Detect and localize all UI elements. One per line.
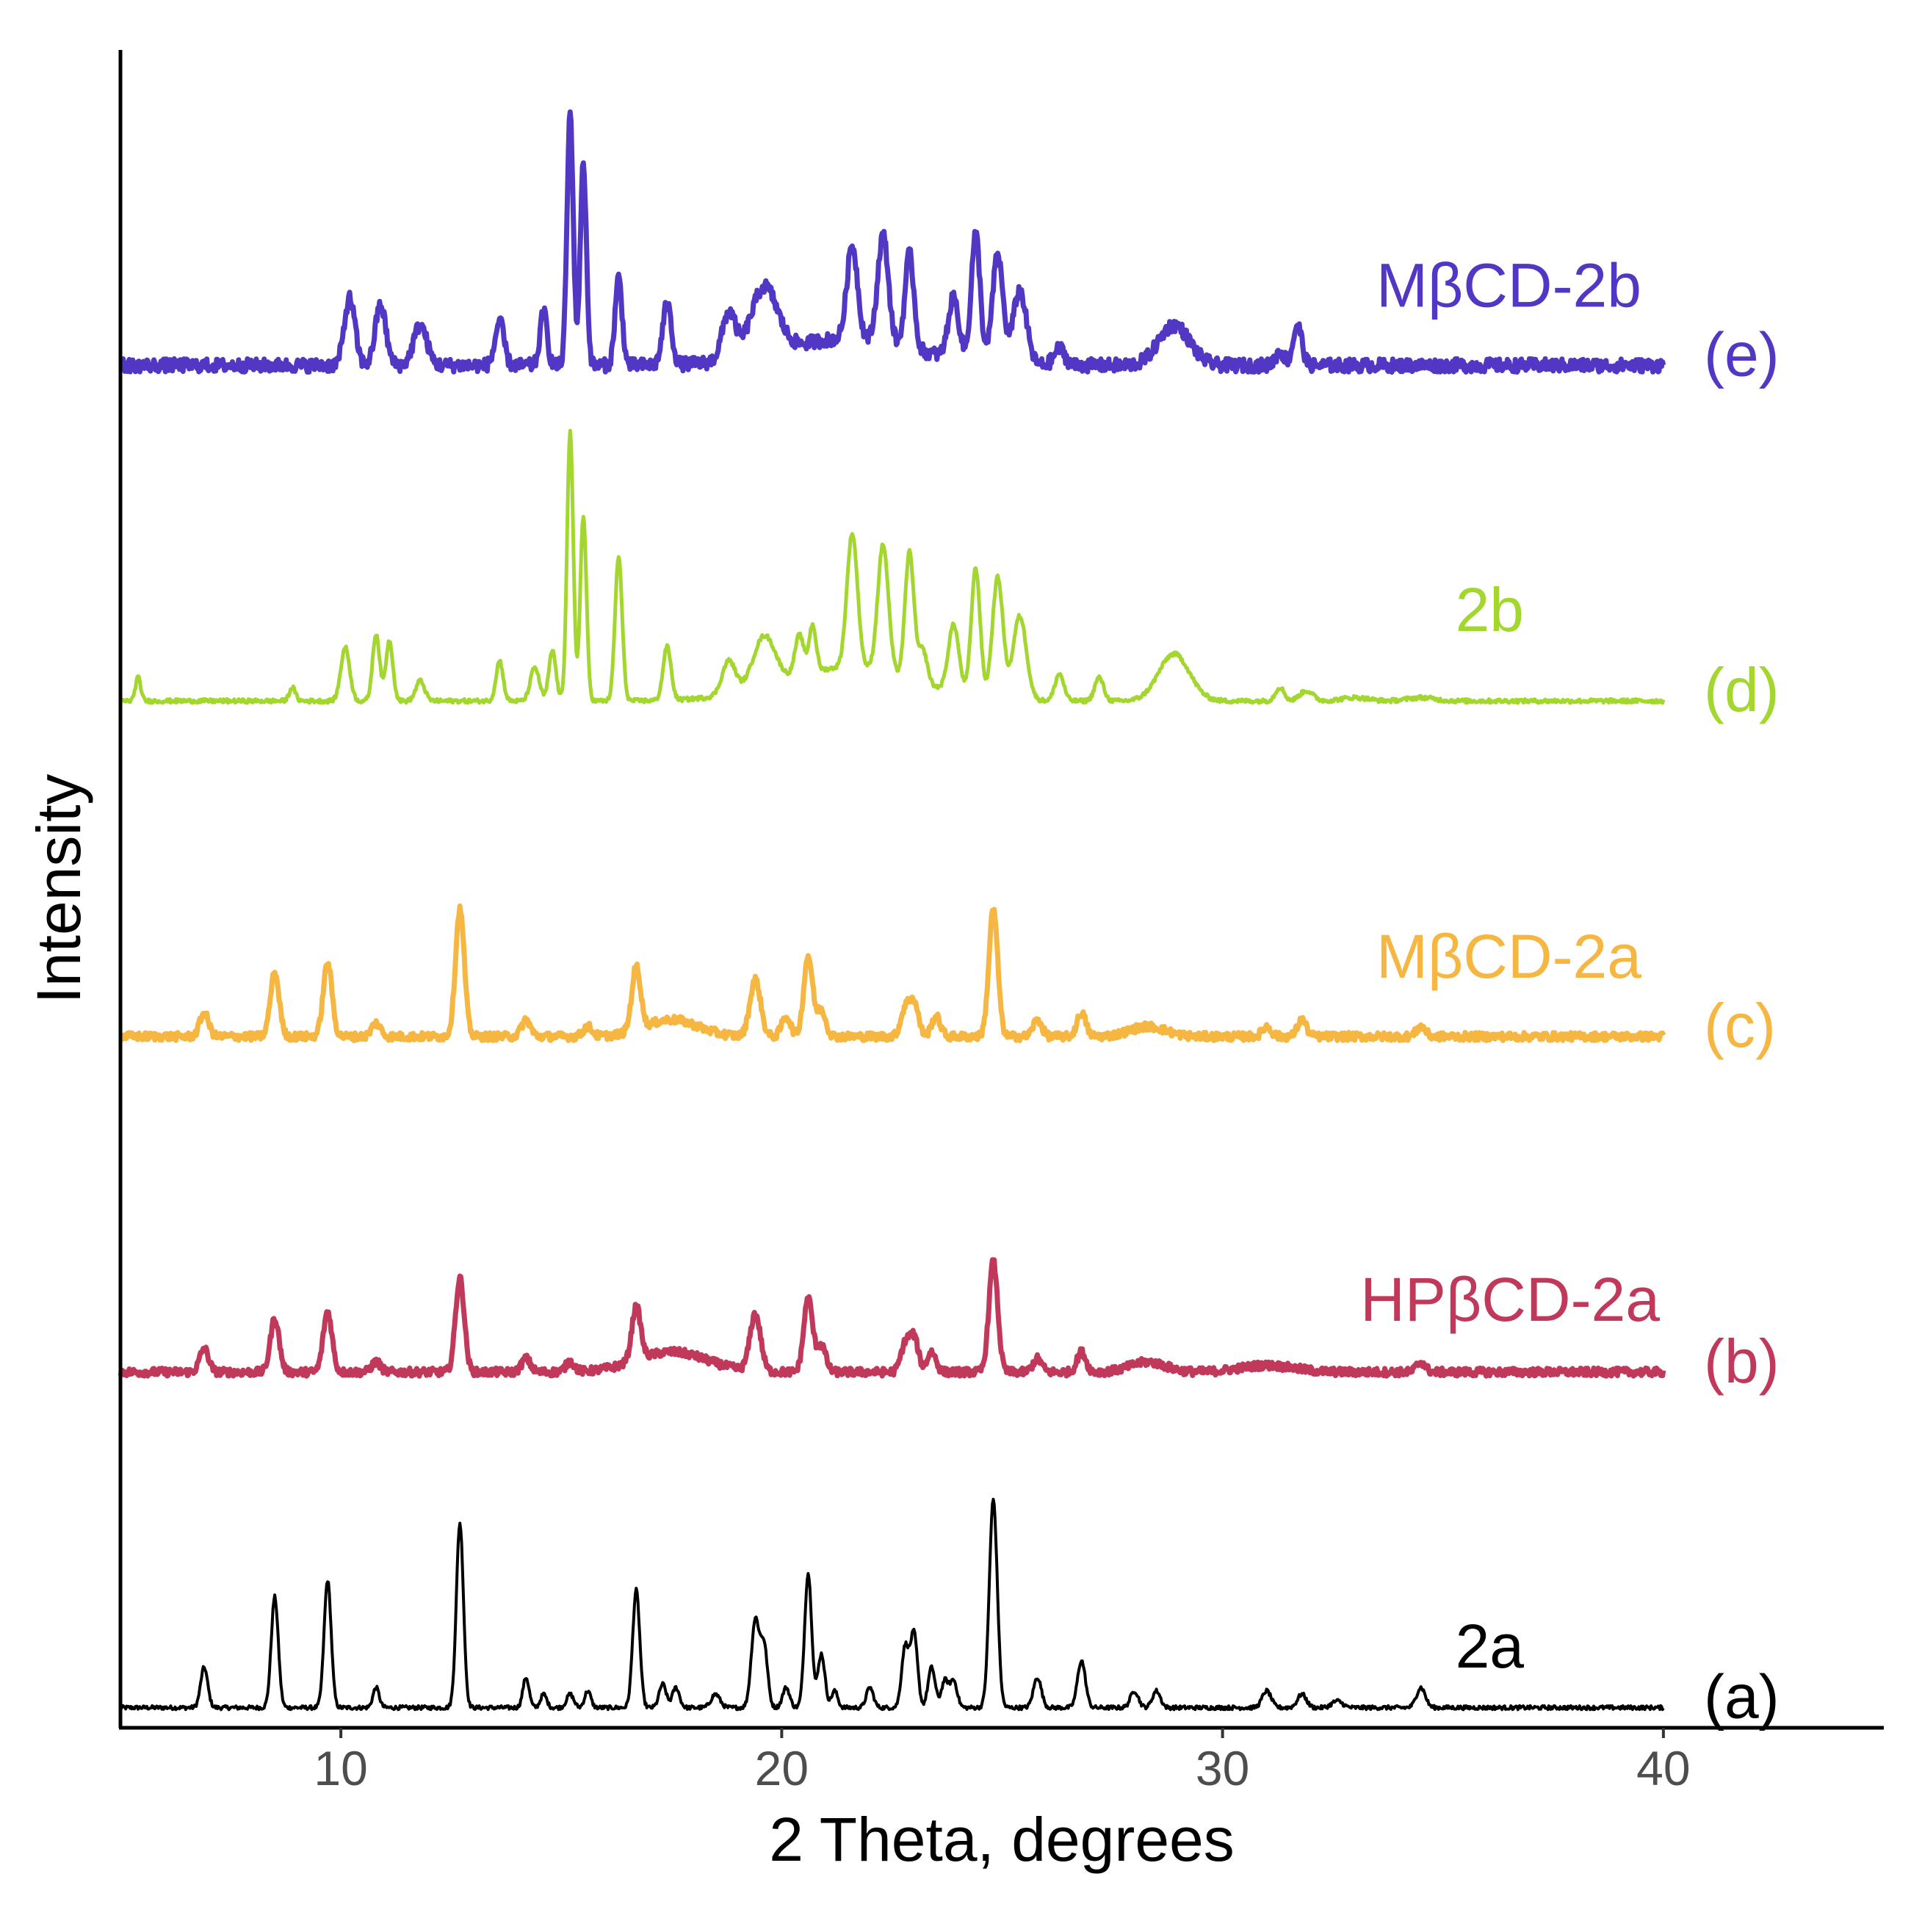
series-tag-b: (b) bbox=[1704, 1327, 1780, 1396]
series-line-b bbox=[118, 1257, 1666, 1379]
series-label-layer: 2a (a) HPβCD-2a (b) MβCD-2a (c) 2b (d) MβCD-2b (e… bbox=[1360, 250, 1779, 1731]
series-name-d: 2b bbox=[1456, 575, 1524, 644]
series-line-c bbox=[118, 903, 1666, 1043]
series-tag-e: (e) bbox=[1704, 320, 1780, 389]
series-name-c: MβCD-2a bbox=[1376, 922, 1641, 991]
series-tag-c: (c) bbox=[1704, 991, 1776, 1060]
x-tick-label-40: 40 bbox=[1636, 1741, 1690, 1795]
series-line-e bbox=[118, 109, 1666, 375]
series-name-b: HPβCD-2a bbox=[1360, 1265, 1660, 1334]
series-layer bbox=[118, 109, 1666, 1712]
series-line-d bbox=[118, 428, 1666, 705]
x-axis-title: 2 Theta, degrees bbox=[769, 1805, 1235, 1874]
series-tag-d: (d) bbox=[1704, 655, 1780, 724]
x-tick-layer: 10 20 30 40 bbox=[314, 1728, 1691, 1795]
series-name-a: 2a bbox=[1456, 1612, 1525, 1681]
x-tick-label-20: 20 bbox=[755, 1741, 809, 1795]
x-tick-label-30: 30 bbox=[1196, 1741, 1249, 1795]
x-tick-label-10: 10 bbox=[314, 1741, 367, 1795]
y-axis-title: Intensity bbox=[24, 774, 93, 1004]
series-line-a bbox=[119, 1497, 1665, 1712]
series-tag-a: (a) bbox=[1704, 1662, 1780, 1731]
series-name-e: MβCD-2b bbox=[1376, 250, 1641, 320]
